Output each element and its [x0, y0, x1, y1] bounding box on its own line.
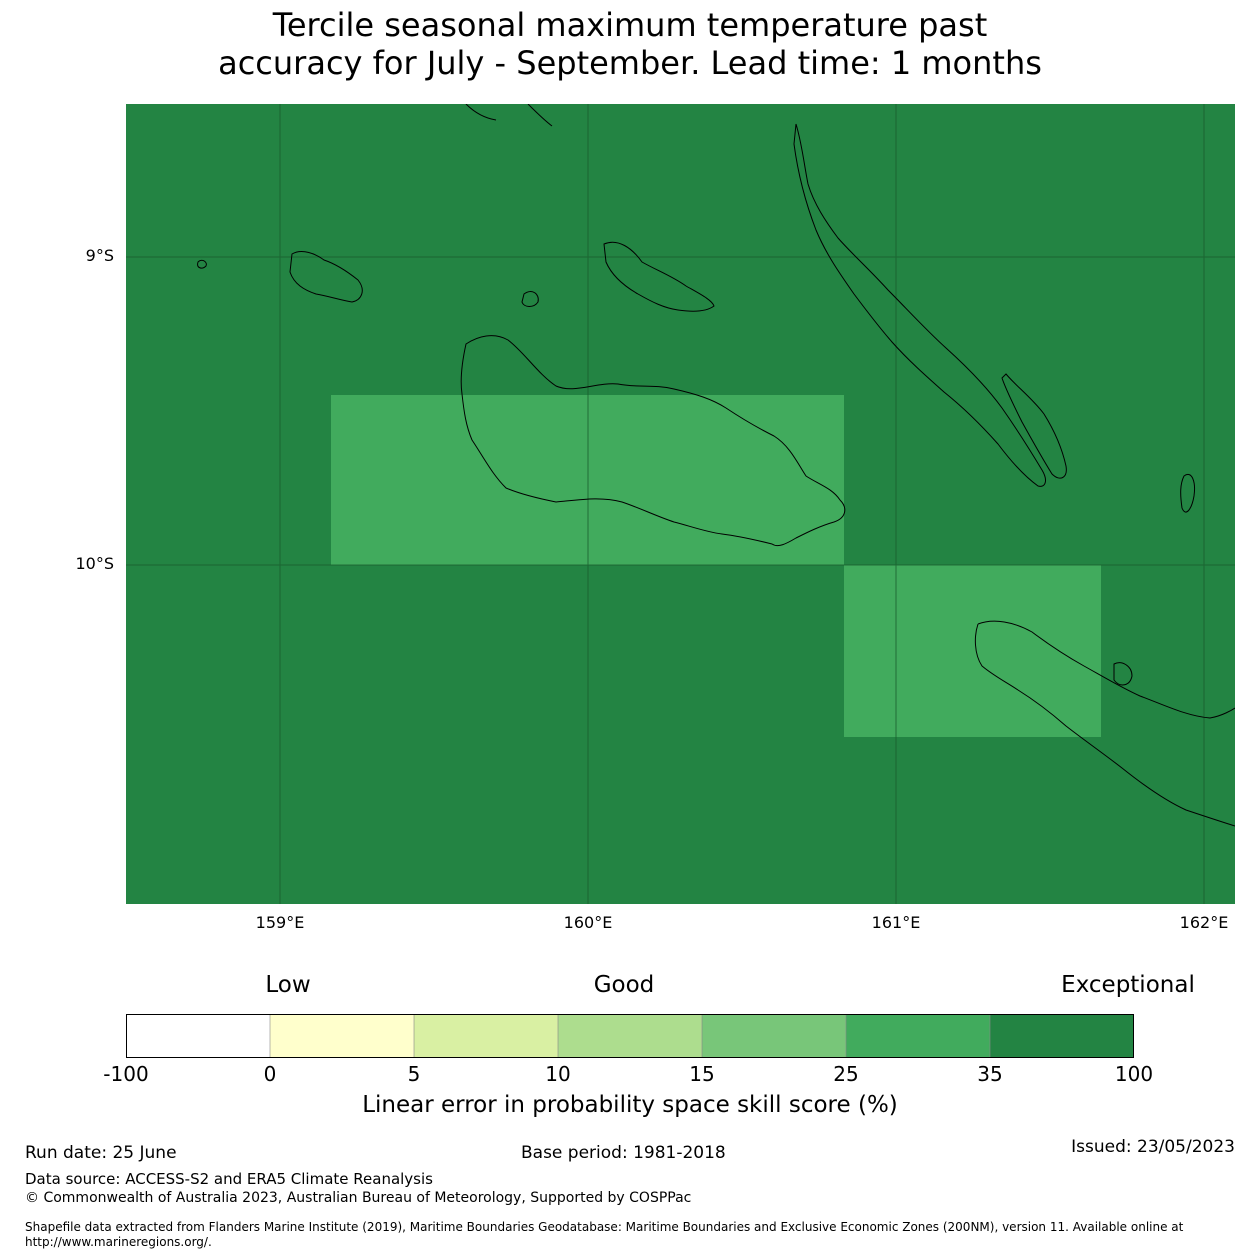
colorbar-segment-4: [558, 1014, 702, 1058]
coastline-malaita: [793, 123, 1046, 487]
colorbar-tick-minus100: -100: [103, 1062, 149, 1086]
lon-label-162e: 162°E: [1179, 913, 1229, 932]
coastline-savo: [521, 291, 539, 307]
colorbar-label: Linear error in probability space skill …: [362, 1092, 898, 1118]
coastlines: [197, 104, 1235, 827]
base-period: Base period: 1981-2018: [521, 1143, 726, 1163]
title-line-2: accuracy for July - September. Lead time…: [218, 44, 1042, 82]
colorbar-outline: [126, 1014, 1134, 1058]
chart-title: Tercile seasonal maximum temperature pas…: [0, 6, 1260, 82]
legend-category-good: Good: [593, 972, 655, 998]
colorbar-segment-2: [270, 1014, 414, 1058]
colorbar-tick-5: 5: [407, 1062, 421, 1086]
gridlines: [126, 104, 1235, 904]
lat-label-10s: 10°S: [75, 554, 114, 573]
lat-label-9s: 9°S: [85, 246, 114, 265]
run-date: Run date: 25 June: [25, 1143, 177, 1163]
legend-category-low: Low: [265, 972, 311, 998]
colorbar-tick-15: 15: [689, 1062, 715, 1086]
title-line-1: Tercile seasonal maximum temperature pas…: [272, 6, 988, 44]
coastline-russell-islands: [289, 251, 363, 303]
colorbar-segment-6: [846, 1014, 990, 1058]
colorbar-tick-35: 35: [977, 1062, 1003, 1086]
coastline-islet-west: [197, 259, 207, 269]
coastline-uki: [1180, 474, 1195, 513]
colorbar-segment-5: [702, 1014, 846, 1058]
data-source: Data source: ACCESS-S2 and ERA5 Climate …: [25, 1170, 433, 1188]
issued-date: Issued: 23/05/2023: [1071, 1137, 1235, 1157]
colorbar-tick-10: 10: [545, 1062, 571, 1086]
shapefile-credit: Shapefile data extracted from Flanders M…: [25, 1220, 1225, 1250]
shapefile-credit-line-2: http://www.marineregions.org/.: [25, 1235, 212, 1249]
lon-label-159e: 159°E: [255, 913, 305, 932]
lon-label-160e: 160°E: [563, 913, 613, 932]
coastline-isabel-tip: [465, 104, 553, 127]
coastline-ulawa: [1113, 662, 1133, 686]
skill-region-lower: [844, 565, 1101, 737]
legend-category-exceptional: Exceptional: [1061, 972, 1195, 998]
colorbar-segment-3: [414, 1014, 558, 1058]
coastline-small-malaita: [1001, 373, 1067, 479]
colorbar-tick-0: 0: [263, 1062, 277, 1086]
coastline-makira: [974, 620, 1235, 827]
colorbar-tick-25: 25: [833, 1062, 859, 1086]
coastline-florida-islands: [603, 241, 715, 312]
coastline-guadalcanal: [460, 335, 846, 547]
colorbar-segment-7: [990, 1014, 1134, 1058]
lon-label-161e: 161°E: [871, 913, 921, 932]
map-panel: [126, 104, 1235, 904]
copyright: © Commonwealth of Australia 2023, Austra…: [25, 1190, 692, 1206]
colorbar-segment-1: [126, 1014, 270, 1058]
colorbar-tick-100: 100: [1114, 1062, 1154, 1086]
shapefile-credit-line-1: Shapefile data extracted from Flanders M…: [25, 1220, 1184, 1234]
colorbar: [126, 1014, 1134, 1058]
